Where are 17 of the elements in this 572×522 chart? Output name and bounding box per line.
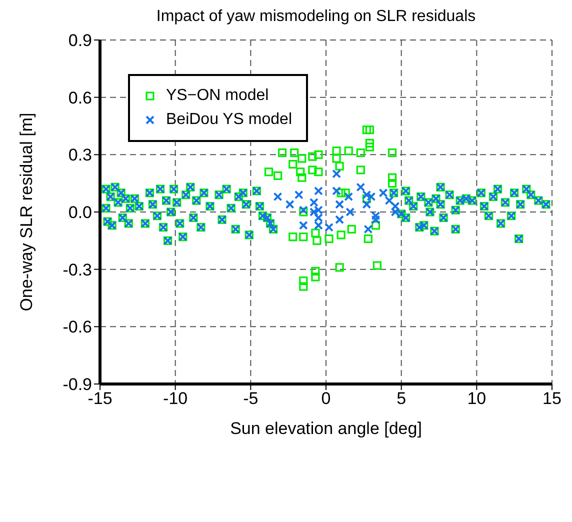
x-axis-title: Sun elevation angle [deg] [230, 419, 422, 438]
x-tick-label: 15 [542, 389, 562, 408]
y-tick-label: 0.9 [68, 31, 92, 50]
x-tick-label: -5 [243, 389, 258, 408]
x-tick-label: 0 [321, 389, 331, 408]
x-tick-label: 10 [467, 389, 486, 408]
legend-label: YS−ON model [166, 86, 269, 106]
y-tick-label: 0.0 [68, 203, 92, 222]
x-tick-label: 5 [396, 389, 406, 408]
y-tick-label: -0.6 [62, 318, 92, 337]
y-tick-label: 0.6 [68, 88, 92, 108]
legend-label: BeiDou YS model [166, 110, 292, 130]
x-tick-label: -10 [163, 389, 188, 408]
y-tick-label: 0.3 [68, 146, 92, 165]
y-tick-label: -0.3 [62, 260, 92, 280]
y-axis-title: One-way SLR residual [m] [17, 112, 36, 312]
chart-title: Impact of yaw mismodeling on SLR residuals [156, 8, 476, 25]
